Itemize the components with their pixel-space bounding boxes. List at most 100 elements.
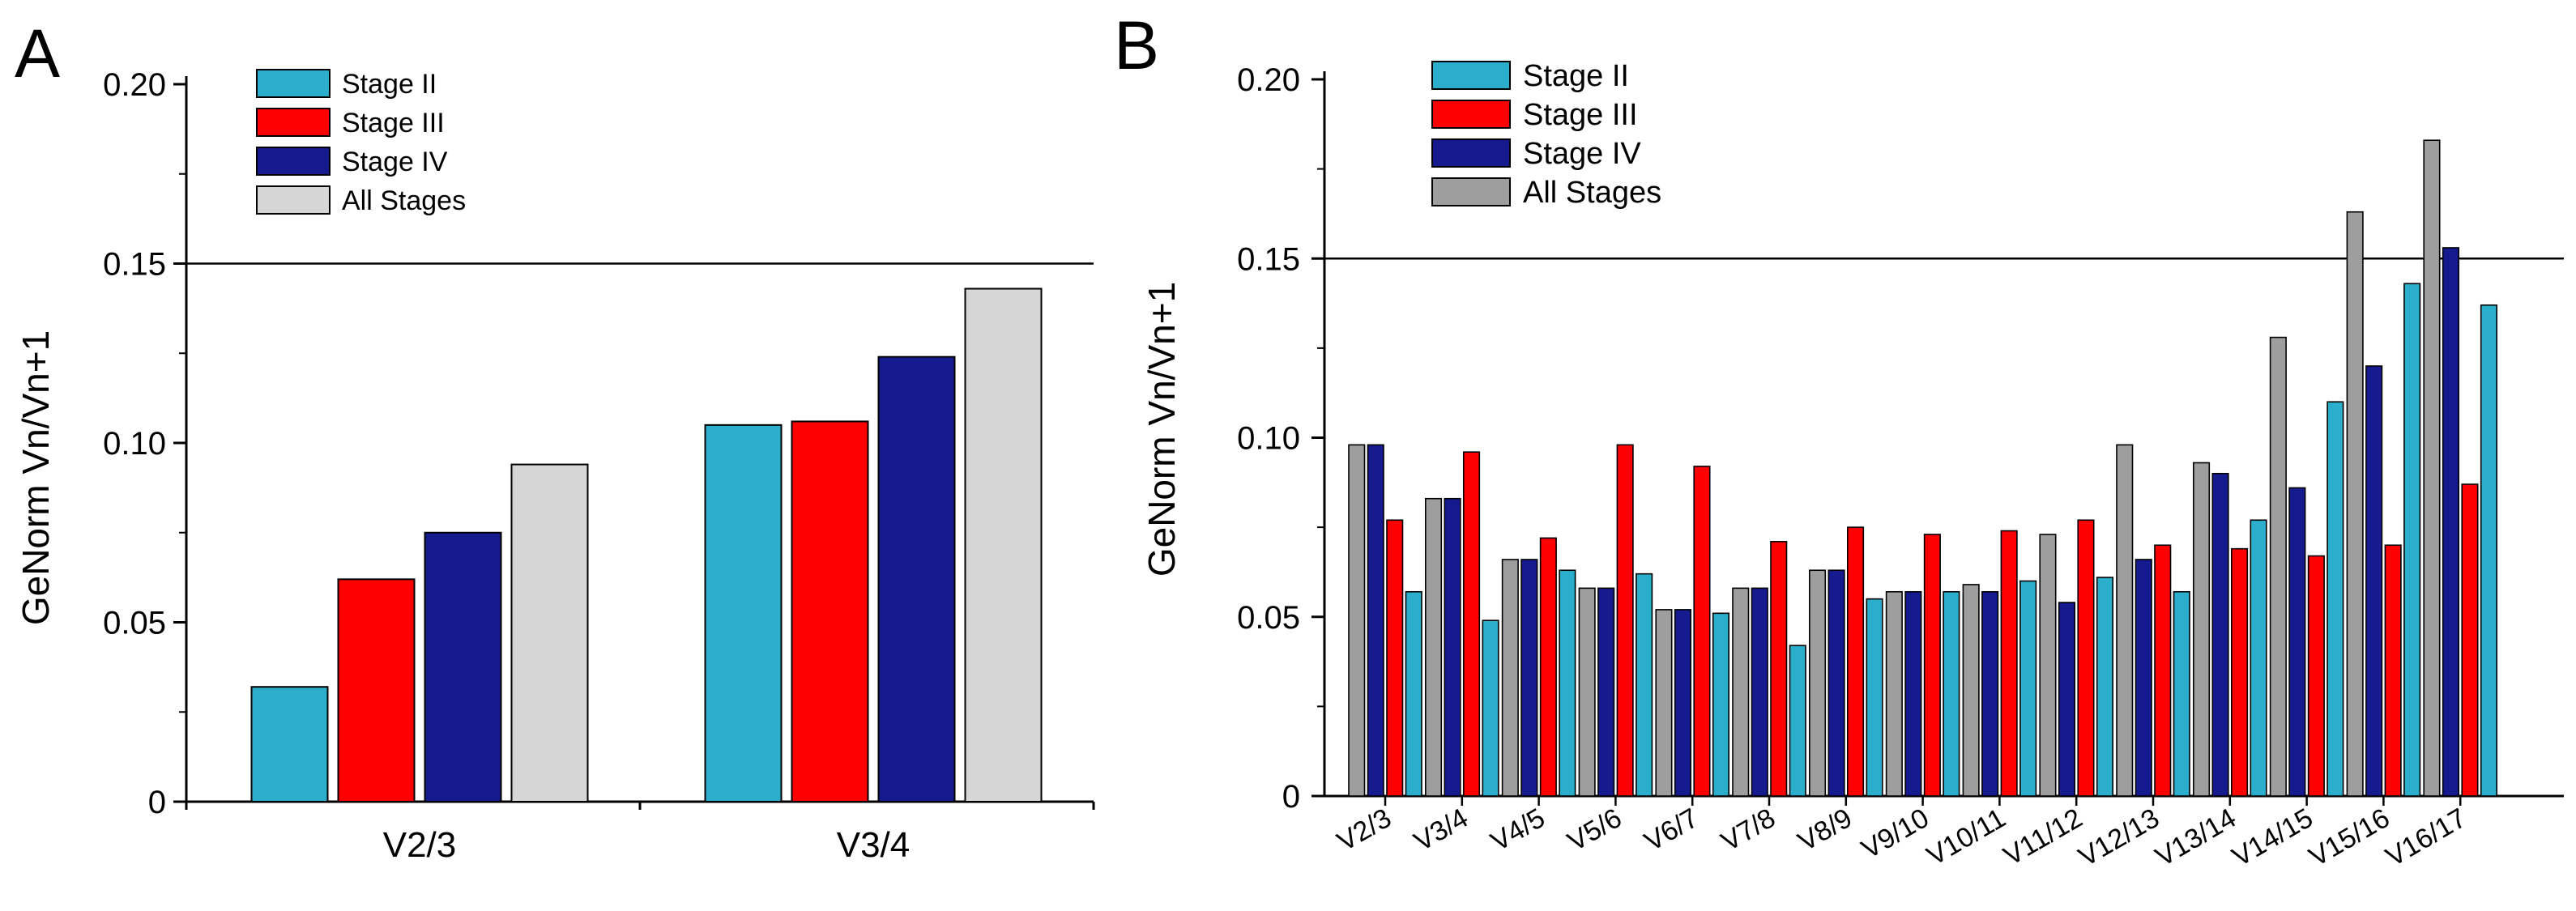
bar-V7-8-stage-iii <box>1770 541 1788 797</box>
bar-V11-12-stage-iv <box>2058 602 2075 797</box>
bar-V8-9-stage-ii <box>1866 598 1883 797</box>
bar-V2-3-stage-ii <box>250 686 329 802</box>
bar-V2-3-stage-iv <box>1367 444 1384 797</box>
bar-V14-15-stage-ii <box>2327 401 2344 797</box>
panel-b-legend-label: Stage IV <box>1523 137 1641 171</box>
bar-V3-4-stage-iii <box>1463 451 1481 797</box>
panel-a-legend-label: Stage II <box>342 69 437 100</box>
bar-V15-16-stage-iv <box>2365 365 2383 797</box>
bar-V12-13-all-stages <box>2116 444 2134 797</box>
bar-V9-10-all-stages <box>1885 590 1903 797</box>
panel-a-x-tick-label: V2/3 <box>383 825 457 865</box>
panel-b-letter: B <box>1114 7 1159 83</box>
bar-V4-5-stage-iii <box>1539 537 1557 797</box>
panel-a-bars: V2/3 V3/4 <box>250 287 1043 865</box>
bar-V15-16-stage-ii <box>2403 283 2421 797</box>
bar-V3-4-stage-ii <box>1482 619 1499 797</box>
panel-a-legend: Stage II Stage III Stage IV All Stages <box>256 69 466 216</box>
bar-V7-8-stage-ii <box>1789 645 1806 797</box>
bar-V7-8-stage-iv <box>1751 587 1768 797</box>
bar-V5-6-stage-ii <box>1636 573 1653 797</box>
bar-V9-10-stage-iv <box>1904 590 1922 797</box>
panel-b-y-axis-label: GeNorm Vn/Vn+1 <box>1141 282 1183 577</box>
panel-a-y-tick-label: 0.20 <box>103 67 166 103</box>
bar-V10-11-stage-iii <box>2000 530 2018 797</box>
bar-V4-5-stage-ii <box>1559 569 1576 797</box>
bar-V13-14-stage-iii <box>2231 547 2249 797</box>
panel-a-x-tick-label: V3/4 <box>837 825 911 865</box>
bar-V6-7-stage-ii <box>1712 612 1729 797</box>
bar-V13-14-all-stages <box>2193 462 2211 797</box>
bar-V3-4-all-stages <box>964 287 1043 802</box>
bar-V11-12-stage-ii <box>2096 577 2113 797</box>
bar-V3-4-stage-iv <box>1444 497 1461 797</box>
panel-b-legend-label: Stage II <box>1523 59 1629 93</box>
panel-b-legend: Stage II Stage III Stage IV All Stages <box>1431 59 1661 210</box>
bar-V14-15-all-stages <box>2269 336 2287 797</box>
bar-V5-6-all-stages <box>1578 587 1596 797</box>
bar-V9-10-stage-ii <box>1943 590 1960 797</box>
bar-V14-15-stage-iv <box>2288 487 2306 797</box>
bar-V16-17-all-stages <box>2423 139 2441 797</box>
bar-V6-7-stage-iii <box>1693 466 1711 797</box>
bar-V12-13-stage-ii <box>2173 590 2190 797</box>
bar-V4-5-stage-iv <box>1520 559 1538 797</box>
bar-V16-17-stage-ii <box>2480 304 2497 797</box>
bar-V12-13-stage-iv <box>2135 559 2152 797</box>
bar-V15-16-all-stages <box>2346 211 2364 797</box>
panel-a-legend-swatch <box>256 185 331 215</box>
bar-V3-4-all-stages <box>1425 497 1443 797</box>
bar-V2-3-all-stages <box>510 463 589 803</box>
bar-V8-9-all-stages <box>1809 569 1827 797</box>
bar-V13-14-stage-ii <box>2250 519 2267 797</box>
panel-b-chart: B GeNorm Vn/Vn+1 0 0.05 0.10 0.15 0.20 V2/3 V… <box>1114 7 2564 873</box>
panel-b-legend-swatch <box>1431 177 1511 206</box>
panel-b-y-tick-label: 0 <box>1282 779 1300 815</box>
bar-V3-4-stage-iii <box>791 420 869 802</box>
panel-a-chart: A GeNorm Vn/Vn+1 00.050.100.150.20 V2/3 V… <box>15 15 1095 865</box>
panel-b-y-tick-label: 0.20 <box>1237 62 1300 98</box>
panel-a-letter: A <box>15 15 60 92</box>
panel-a-legend-label: All Stages <box>342 185 466 216</box>
panel-a-legend-swatch <box>256 108 331 137</box>
bar-V12-13-stage-iii <box>2154 544 2172 797</box>
panel-a-y-tick-label: 0.10 <box>103 426 166 462</box>
panel-b-y-tick-label: 0.05 <box>1237 600 1300 636</box>
bar-V2-3-stage-ii <box>1405 590 1422 797</box>
bar-V2-3-all-stages <box>1348 444 1366 797</box>
panel-b-legend-swatch <box>1431 138 1511 168</box>
bar-V3-4-stage-iv <box>877 355 956 802</box>
bar-V2-3-stage-iii <box>1386 519 1404 797</box>
bar-V15-16-stage-iii <box>2384 544 2402 797</box>
bar-V4-5-all-stages <box>1501 559 1519 797</box>
bar-V7-8-all-stages <box>1732 587 1750 797</box>
panel-b-y-tick-label: 0.15 <box>1237 241 1300 277</box>
panel-b-bars: V2/3 V3/4 V4/5 V5/6 V6/7 V7/8 V8/9V9/10V10/11V… <box>1332 139 2497 873</box>
panel-a-y-axis-label: GeNorm Vn/Vn+1 <box>15 330 57 625</box>
panel-b-legend-swatch <box>1431 100 1511 129</box>
panel-a-y-tick-label: 0 <box>148 785 166 820</box>
panel-a-y-tick-label: 0.05 <box>103 606 166 641</box>
panel-b-legend-label: Stage III <box>1523 98 1638 132</box>
panel-a-legend-swatch <box>256 147 331 176</box>
bar-V13-14-stage-iv <box>2211 472 2229 797</box>
bar-V11-12-stage-iii <box>2077 519 2095 797</box>
panel-b-y-tick-label: 0.10 <box>1237 421 1300 457</box>
bar-V3-4-stage-ii <box>704 424 783 802</box>
bar-V10-11-stage-iv <box>1981 590 1999 797</box>
panel-a-legend-label: Stage III <box>342 108 445 138</box>
bar-V8-9-stage-iii <box>1847 526 1865 797</box>
panel-a-legend-swatch <box>256 69 331 98</box>
bar-V14-15-stage-iii <box>2307 555 2325 797</box>
bar-V10-11-stage-ii <box>2019 580 2037 797</box>
bar-V16-17-stage-iii <box>2461 483 2479 797</box>
bar-V9-10-stage-iii <box>1923 534 1941 797</box>
bar-V16-17-stage-iv <box>2442 247 2459 797</box>
bar-V2-3-stage-iv <box>424 531 502 802</box>
bar-V5-6-stage-iii <box>1616 444 1634 797</box>
bar-V11-12-all-stages <box>2039 534 2057 797</box>
panel-b-legend-label: All Stages <box>1523 176 1661 210</box>
panel-a-legend-label: Stage IV <box>342 147 448 177</box>
bar-V10-11-all-stages <box>1962 584 1980 797</box>
